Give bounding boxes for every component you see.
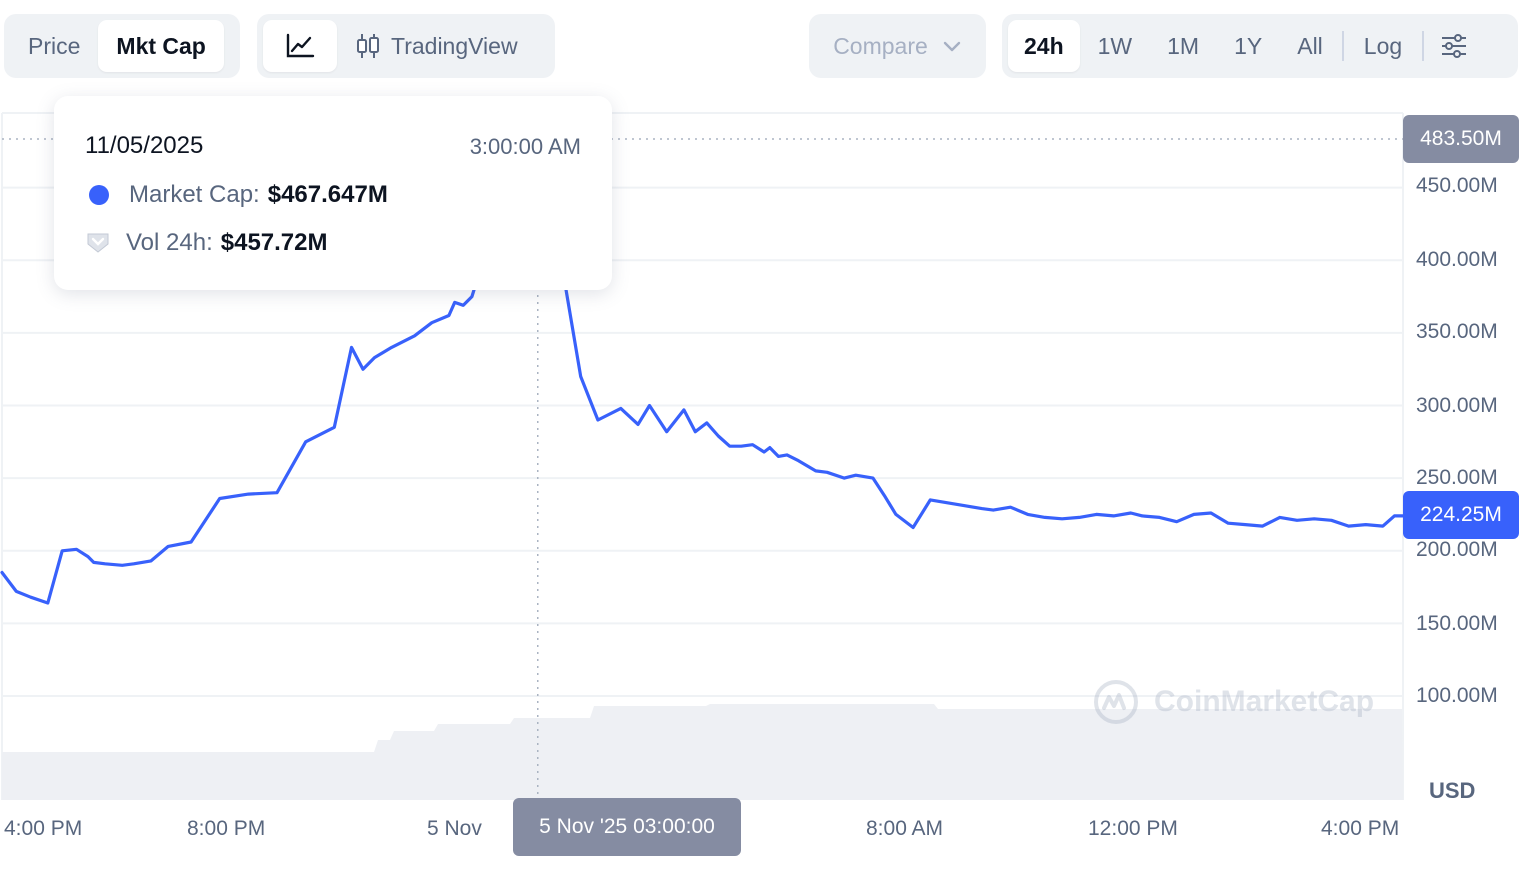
sliders-icon [1442, 34, 1467, 58]
high-value-label: 483.50M [1403, 115, 1519, 163]
range-1w[interactable]: 1W [1097, 32, 1133, 59]
volume-area [2, 704, 1403, 800]
line-chart-button[interactable] [263, 20, 337, 72]
range-selector: 24h 1W 1M 1Y All Log [1002, 14, 1518, 78]
x-tick-label: 8:00 PM [187, 817, 266, 840]
tooltip-time: 3:00:00 AM [469, 134, 581, 159]
range-all[interactable]: All [1297, 32, 1323, 59]
chevron-down-icon [943, 41, 960, 52]
watermark: CoinMarketCap [1092, 678, 1374, 726]
y-tick-label: 200.00M [1416, 538, 1498, 561]
y-tick-label: 450.00M [1416, 174, 1498, 197]
current-value-label: 224.25M [1403, 491, 1519, 539]
range-24h[interactable]: 24h [1008, 20, 1080, 72]
market-cap-dot-icon [89, 185, 109, 205]
chart-toolbar: Price Mkt Cap TradingView Compare 24h [0, 14, 1538, 78]
y-tick-label: 250.00M [1416, 466, 1498, 489]
chart-style-toggle: TradingView [257, 14, 555, 78]
log-scale-toggle[interactable]: Log [1363, 32, 1403, 59]
y-tick-label: 150.00M [1416, 612, 1498, 635]
tradingview-button[interactable]: TradingView [337, 20, 536, 72]
compare-label: Compare [833, 32, 928, 59]
volume-shield-icon [87, 233, 109, 253]
y-tick-label: 400.00M [1416, 248, 1498, 271]
chart-type-toggle: Price Mkt Cap [4, 14, 240, 78]
y-tick-label: 100.00M [1416, 684, 1498, 707]
tooltip-market-cap-row: Market Cap: $467.647M [89, 181, 388, 209]
tooltip-market-cap-label: Market Cap: [129, 181, 260, 208]
watermark-text: CoinMarketCap [1154, 685, 1375, 718]
candlestick-icon [357, 34, 379, 58]
price-tab[interactable]: Price [28, 32, 81, 59]
tooltip-volume-value: $457.72M [220, 229, 328, 256]
tooltip-date: 11/05/2025 [85, 132, 204, 159]
crosshair-time-label: 5 Nov '25 03:00:00 [513, 798, 741, 856]
currency-label: USD [1429, 778, 1476, 803]
settings-button[interactable] [1426, 20, 1482, 72]
tooltip-volume-label: Vol 24h: [126, 229, 213, 256]
y-tick-label: 300.00M [1416, 394, 1498, 417]
tooltip-volume-row: Vol 24h: $457.72M [86, 229, 328, 257]
range-1m[interactable]: 1M [1167, 32, 1200, 59]
compare-dropdown[interactable]: Compare [809, 14, 986, 78]
tooltip-market-cap-value: $467.647M [267, 181, 388, 208]
coinmarketcap-logo-icon [1094, 680, 1138, 724]
x-tick-label: 4:00 PM [4, 817, 83, 840]
range-divider [1341, 31, 1344, 61]
x-tick-label: 8:00 AM [866, 817, 944, 840]
line-chart-icon [286, 33, 315, 58]
chart-tooltip: 11/05/2025 3:00:00 AM Market Cap: $467.6… [54, 96, 612, 290]
x-tick-label: 12:00 PM [1088, 817, 1178, 840]
tradingview-label: TradingView [391, 32, 518, 59]
mkt-cap-tab[interactable]: Mkt Cap [98, 20, 224, 72]
y-tick-label: 350.00M [1416, 320, 1498, 343]
x-tick-label: 5 Nov [427, 817, 482, 840]
range-1y[interactable]: 1Y [1234, 32, 1263, 59]
settings-divider [1422, 31, 1425, 61]
market-cap-line [0, 159, 1405, 605]
x-tick-label: 4:00 PM [1321, 817, 1400, 840]
